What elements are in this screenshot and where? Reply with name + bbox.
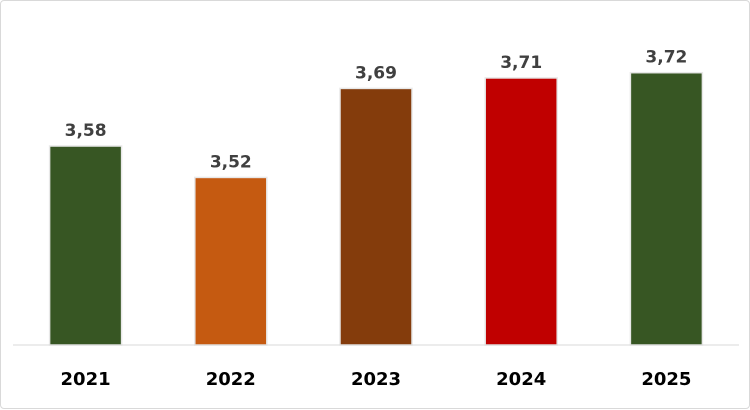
value-label-2024: 3,71 [500,53,542,73]
category-label-2022: 2022 [206,369,256,390]
bar-2024 [484,77,558,346]
bar-2023 [339,87,413,346]
value-labels-group: 3,58 3,52 3,69 3,71 3,72 [65,48,688,173]
category-labels-group: 2021 2022 2023 2024 2025 [61,369,692,390]
bars-group [48,71,704,346]
bar-2022 [194,176,268,346]
category-label-2025: 2025 [641,369,691,390]
value-label-2023: 3,69 [355,63,397,83]
value-label-2025: 3,72 [645,48,687,68]
category-label-2023: 2023 [351,369,401,390]
bar-2021 [48,145,123,346]
category-label-2024: 2024 [496,369,546,390]
category-label-2021: 2021 [61,369,111,390]
value-label-2021: 3,58 [65,121,107,141]
bar-2025 [629,71,704,346]
value-label-2022: 3,52 [210,152,252,172]
